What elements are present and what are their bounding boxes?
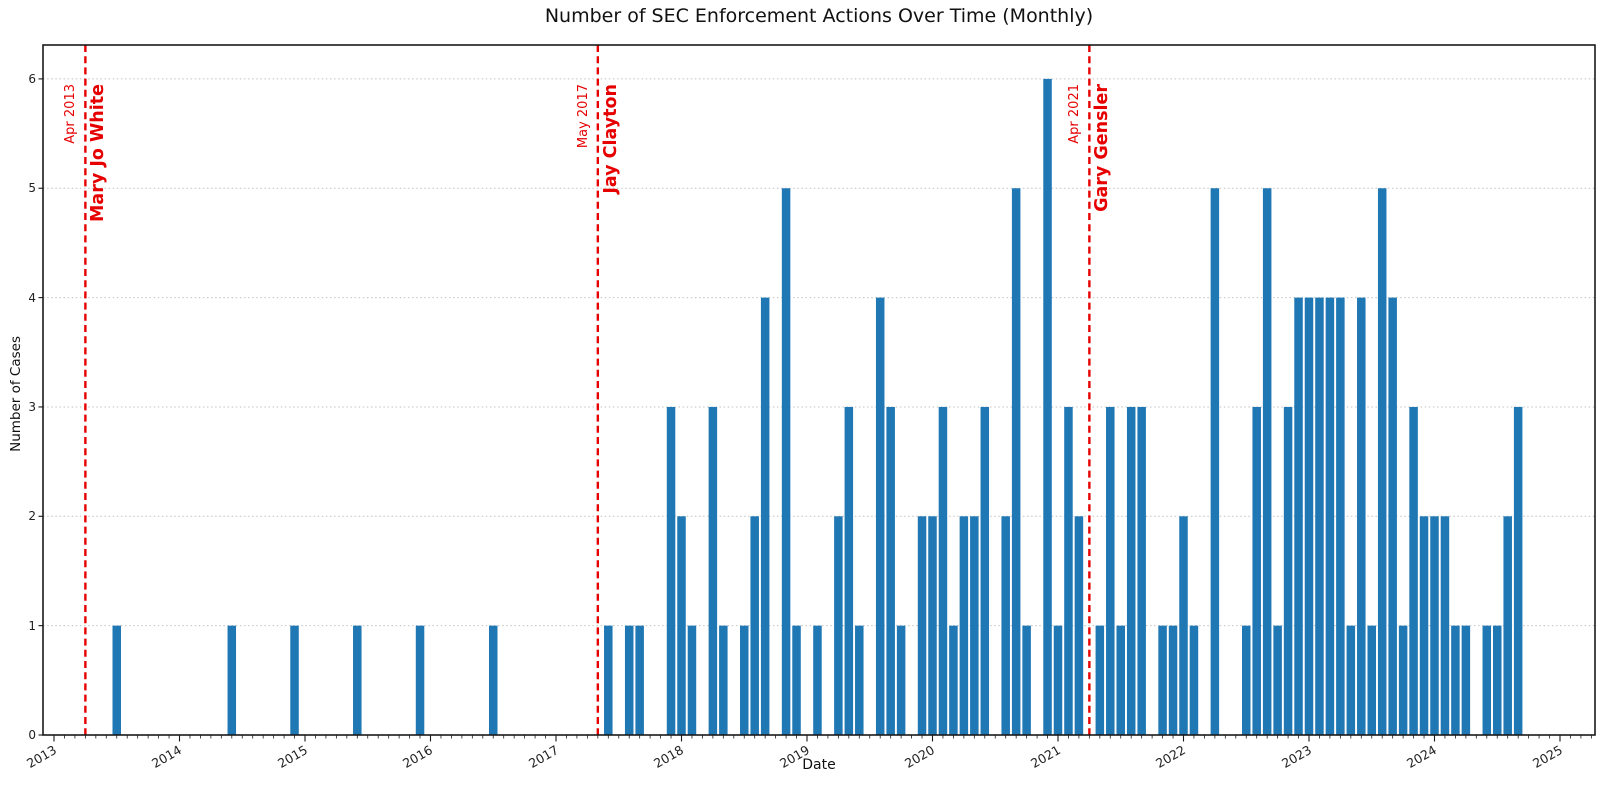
bar-2022-07 (1241, 625, 1251, 735)
bar-2022-10 (1273, 625, 1282, 735)
bar-2024-08 (1503, 516, 1512, 735)
bar-2020-06 (980, 406, 990, 735)
bar-2023-08 (1377, 188, 1387, 736)
event-name-label-2013-04: Mary Jo White (88, 84, 109, 222)
bar-2020-10 (1022, 625, 1031, 735)
bar-2019-04 (834, 516, 843, 735)
bar-2023-04 (1336, 297, 1345, 735)
bar-2024-06 (1482, 625, 1492, 735)
bar-2022-08 (1252, 406, 1261, 735)
event-name-label-2021-04: Gary Gensler (1092, 84, 1113, 212)
bar-2018-02 (687, 625, 697, 735)
bar-2017-12 (666, 406, 676, 735)
y-tick-label-4: 4 (28, 290, 36, 305)
event-date-label-2021-04: Apr 2021 (1067, 84, 1083, 144)
event-date-label-2017-05: May 2017 (575, 84, 591, 149)
bar-2019-09 (886, 406, 895, 735)
y-tick-label-3: 3 (28, 399, 36, 414)
bar-2021-06 (1106, 406, 1115, 735)
bar-2017-08 (624, 625, 634, 735)
bar-2023-03 (1325, 297, 1335, 735)
y-tick-label-5: 5 (28, 181, 36, 196)
bar-2022-04 (1210, 188, 1220, 736)
bar-2024-04 (1461, 625, 1471, 735)
bar-2014-06 (227, 625, 237, 735)
bar-2023-11 (1409, 406, 1418, 735)
bar-2021-01 (1053, 625, 1063, 735)
bar-2022-01 (1179, 516, 1188, 735)
bar-2020-08 (1001, 516, 1010, 735)
bar-2019-02 (813, 625, 822, 735)
bar-2021-03 (1074, 516, 1084, 735)
bar-2020-03 (949, 625, 958, 735)
y-tick-label-6: 6 (28, 71, 36, 86)
bar-2019-05 (844, 406, 854, 735)
bar-2018-08 (750, 516, 759, 735)
bar-2024-09 (1513, 406, 1523, 735)
bar-2014-12 (290, 625, 299, 735)
bar-2021-05 (1095, 625, 1105, 735)
bar-2019-12 (917, 516, 927, 735)
bar-2022-12 (1294, 297, 1303, 735)
bar-2016-07 (488, 625, 498, 735)
bar-2021-11 (1158, 625, 1167, 735)
bar-2021-07 (1116, 625, 1125, 735)
bar-2017-09 (635, 625, 644, 735)
bar-2018-04 (708, 406, 718, 735)
bar-2021-02 (1064, 406, 1073, 735)
bar-2020-05 (970, 516, 979, 735)
chart-title: Number of SEC Enforcement Actions Over T… (544, 5, 1094, 27)
bar-2024-03 (1451, 625, 1460, 735)
bar-2022-11 (1283, 406, 1293, 735)
bar-2020-02 (938, 406, 948, 735)
bar-2022-02 (1189, 625, 1199, 735)
bar-2017-06 (604, 625, 613, 735)
bar-2019-10 (896, 625, 906, 735)
bar-2023-07 (1367, 625, 1376, 735)
bar-2020-04 (959, 516, 969, 735)
x-axis-label: Date (802, 757, 836, 773)
bar-2018-01 (677, 516, 686, 735)
bar-2021-12 (1168, 625, 1178, 735)
axes-frame (42, 44, 1596, 736)
bar-2019-08 (875, 297, 885, 735)
bar-2020-09 (1011, 188, 1021, 736)
bar-2018-07 (739, 625, 749, 735)
bar-2023-10 (1398, 625, 1408, 735)
bar-2023-02 (1315, 297, 1324, 735)
bar-2015-06 (353, 625, 362, 735)
bar-2023-01 (1304, 297, 1314, 735)
bar-2013-07 (112, 625, 121, 735)
bar-2024-02 (1440, 516, 1450, 735)
y-tick-label-0: 0 (28, 728, 36, 742)
bar-2022-09 (1262, 188, 1272, 736)
bar-2021-09 (1137, 406, 1146, 735)
bar-2018-05 (719, 625, 728, 735)
bar-2018-11 (781, 188, 791, 736)
y-tick-label-2: 2 (28, 509, 36, 524)
bar-2018-12 (792, 625, 801, 735)
bar-2020-01 (928, 516, 937, 735)
event-name-label-2017-05: Jay Clayton (600, 84, 621, 194)
bar-2023-05 (1346, 625, 1356, 735)
bar-2019-06 (855, 625, 864, 735)
event-date-label-2013-04: Apr 2013 (63, 84, 79, 144)
bar-2023-06 (1357, 297, 1366, 735)
bar-2024-01 (1430, 516, 1439, 735)
y-tick-label-1: 1 (28, 618, 36, 633)
bar-2023-12 (1419, 516, 1429, 735)
bar-2021-08 (1126, 406, 1136, 735)
bar-2020-12 (1043, 78, 1052, 736)
bar-2018-09 (760, 297, 770, 735)
bar-2015-12 (415, 625, 425, 735)
bar-2024-07 (1492, 625, 1502, 735)
bar-2023-09 (1388, 297, 1397, 735)
